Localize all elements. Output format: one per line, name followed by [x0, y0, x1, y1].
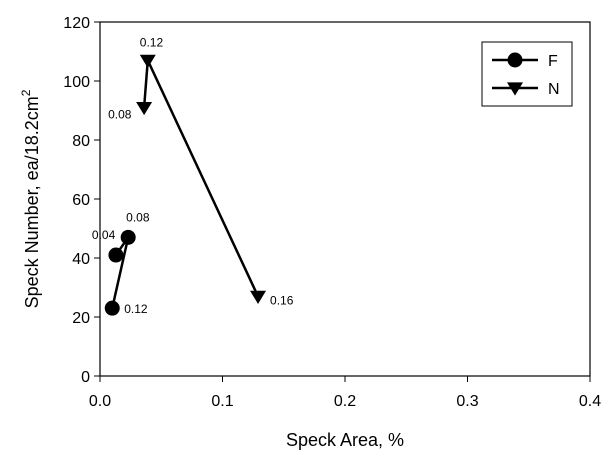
x-tick-label: 0.2	[334, 393, 356, 410]
legend-marker	[507, 82, 523, 96]
point-label: 0.08	[126, 210, 150, 224]
legend: FN	[481, 41, 573, 107]
point-labels: 0.04 0.08 0.12 0.08 0.12 0.16	[92, 35, 294, 316]
y-axis-title: Speck Number, ea/18.2cm2	[19, 89, 42, 308]
point-label: 0.08	[108, 108, 132, 122]
series-layer	[104, 54, 267, 316]
x-tick-label: 0.4	[579, 393, 601, 410]
x-tick-label: 0.3	[456, 393, 478, 410]
x-axis-title: Speck Area, %	[286, 430, 404, 450]
point-label: 0.04	[92, 228, 116, 242]
legend-label: N	[548, 81, 560, 98]
legend-label: F	[548, 53, 558, 70]
series-F	[104, 229, 136, 316]
y-tick-label: 0	[81, 369, 90, 386]
data-point	[139, 54, 156, 68]
x-tick-label: 0.0	[89, 393, 111, 410]
legend-box	[481, 41, 573, 107]
y-tick-label: 40	[72, 251, 90, 268]
x-axis: 0.0 0.1 0.2 0.3 0.4	[89, 376, 601, 410]
x-tick-label: 0.1	[211, 393, 233, 410]
data-point	[250, 290, 267, 304]
y-tick-label: 80	[72, 133, 90, 150]
data-point	[108, 247, 124, 263]
legend-item-N: N	[492, 81, 560, 98]
y-tick-label: 120	[63, 15, 90, 32]
y-tick-label: 20	[72, 310, 90, 327]
series-N	[136, 54, 267, 304]
y-tick-label: 100	[63, 74, 90, 91]
legend-marker	[507, 52, 523, 68]
y-axis-title-main: Speck Number, ea/18.2cm	[22, 96, 42, 308]
y-axis: 0 20 40 60 80 100 120	[63, 15, 100, 386]
data-point	[104, 300, 120, 316]
legend-item-F: F	[492, 52, 558, 70]
y-tick-label: 60	[72, 192, 90, 209]
series-line	[142, 55, 260, 297]
point-label: 0.12	[124, 302, 148, 316]
y-axis-title-superscript: 2	[19, 89, 33, 96]
point-label: 0.16	[270, 293, 294, 307]
data-point	[136, 101, 153, 116]
point-label: 0.12	[140, 35, 164, 49]
data-point	[120, 229, 136, 245]
